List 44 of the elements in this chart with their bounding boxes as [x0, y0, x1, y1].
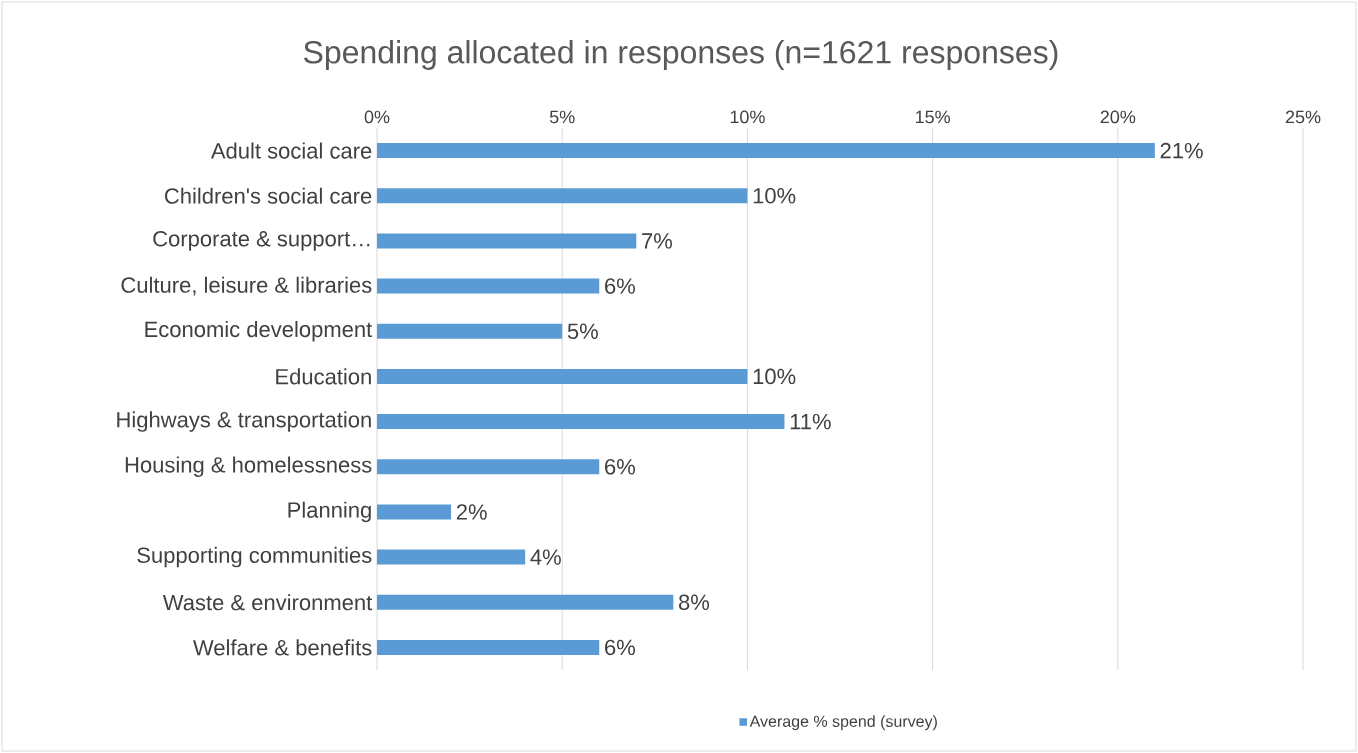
- data-label: 6%: [605, 278, 635, 294]
- bar: [377, 368, 748, 384]
- x-tick-label: 15%: [915, 110, 950, 124]
- bar: [377, 414, 785, 430]
- data-label: 5%: [567, 323, 598, 339]
- data-label: 6%: [605, 458, 635, 475]
- y-tick-label: Education: [276, 368, 371, 385]
- y-tick-label: Children's social care: [165, 187, 372, 204]
- data-label: 4%: [530, 549, 561, 565]
- data-label: 7%: [642, 233, 673, 249]
- bar: [377, 188, 748, 204]
- data-label: 2%: [456, 504, 487, 520]
- data-label: 10%: [753, 368, 796, 385]
- bar: [377, 459, 600, 475]
- data-label: 11%: [790, 413, 831, 430]
- y-tick-label: Welfare & benefits: [193, 639, 372, 656]
- y-tick-label: Highways & transportation: [117, 411, 371, 432]
- x-tick-label: 25%: [1285, 110, 1321, 124]
- y-tick-label: Culture, leisure & libraries: [121, 276, 372, 296]
- bar: [377, 278, 600, 294]
- y-tick-label: Corporate & support…: [153, 230, 370, 251]
- y-tick-label: Economic development: [145, 321, 373, 342]
- data-label: 6%: [605, 639, 635, 656]
- bar: [377, 639, 600, 655]
- bar: [377, 233, 637, 249]
- data-label: 21%: [1160, 142, 1203, 159]
- x-tick-label: 0%: [364, 110, 390, 124]
- bar: [377, 594, 674, 610]
- legend-label: Average % spend (survey): [749, 715, 937, 731]
- chart-title: Spending allocated in responses (n=1621 responses): [303, 40, 1058, 70]
- y-tick-label: Housing & homelessness: [125, 456, 372, 477]
- data-label: 10%: [753, 187, 796, 204]
- bar: [377, 143, 1155, 159]
- x-tick-label: 20%: [1100, 110, 1136, 124]
- y-tick-label: Planning: [288, 501, 371, 523]
- x-tick-label: 5%: [549, 110, 575, 124]
- y-tick-label: Supporting communities: [137, 546, 372, 568]
- x-tick-label: 10%: [730, 110, 765, 124]
- data-label: 8%: [679, 594, 710, 611]
- bar: [377, 504, 452, 520]
- bar: [377, 549, 526, 565]
- y-tick-label: Adult social care: [210, 142, 372, 159]
- bar: [377, 323, 563, 339]
- y-tick-label: Waste & environment: [162, 594, 373, 611]
